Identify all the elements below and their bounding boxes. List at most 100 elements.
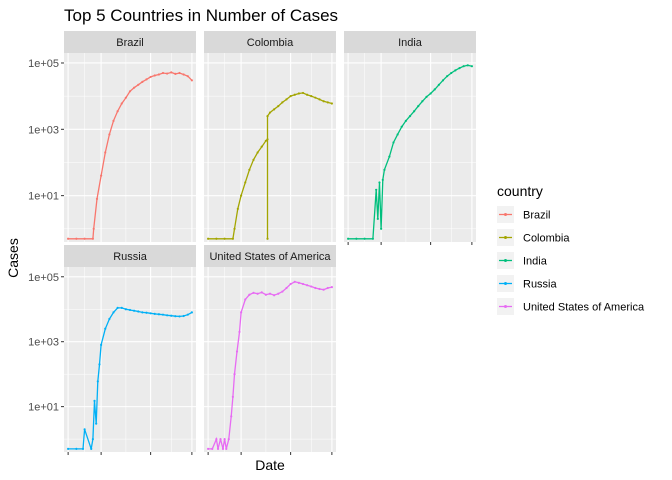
data-point: [116, 110, 119, 113]
data-point: [95, 422, 98, 425]
data-point: [433, 88, 436, 91]
facet-panel-brazil: Brazil 1e+01 1e+03 1e+05: [28, 31, 196, 242]
data-point: [248, 293, 251, 296]
data-point: [161, 313, 165, 316]
facet-panel-united-states-of-america: United States of America: [204, 245, 336, 455]
data-point: [149, 312, 152, 315]
data-point: [256, 292, 259, 295]
data-point: [81, 447, 85, 450]
legend-item-brazil: Brazil: [497, 206, 551, 223]
data-point: [174, 315, 177, 318]
data-point: [264, 293, 267, 296]
data-point: [238, 330, 241, 334]
data-point: [425, 95, 428, 98]
legend-label: Brazil: [523, 210, 551, 222]
data-point: [153, 74, 156, 77]
data-point: [314, 286, 317, 290]
data-point: [108, 317, 111, 321]
y-tick-label: 1e+05: [28, 272, 59, 284]
data-point: [215, 237, 218, 240]
data-point: [450, 71, 453, 75]
data-point: [268, 292, 272, 295]
data-point: [223, 437, 226, 441]
data-point: [330, 102, 333, 105]
data-point: [277, 292, 280, 295]
data-point: [174, 72, 177, 75]
data-point: [454, 69, 457, 72]
data-point: [268, 111, 272, 114]
facet-strip: [204, 245, 336, 267]
data-point: [211, 447, 214, 450]
panel-background: [204, 53, 336, 242]
data-point: [153, 312, 156, 315]
data-point: [381, 178, 384, 181]
data-point: [141, 80, 144, 83]
data-point: [400, 125, 403, 128]
data-point: [178, 315, 181, 318]
data-point: [170, 71, 173, 74]
data-point: [376, 217, 379, 220]
data-point: [67, 237, 70, 240]
facet-strip: [204, 31, 336, 53]
data-point: [91, 237, 94, 240]
data-point: [186, 75, 189, 78]
facet-strip: [344, 31, 476, 53]
data-point: [227, 437, 230, 441]
y-axis-title: Cases: [5, 238, 21, 278]
data-point: [83, 237, 86, 240]
data-point: [104, 327, 107, 330]
y-tick-label: 1e+03: [28, 124, 59, 136]
data-point: [190, 79, 193, 82]
data-point: [98, 363, 101, 366]
data-point: [413, 110, 416, 113]
data-point: [281, 101, 284, 104]
data-point: [120, 306, 123, 309]
data-point: [248, 168, 251, 171]
x-axis-title: Date: [255, 457, 285, 473]
data-point: [112, 119, 115, 122]
data-point: [260, 291, 263, 294]
data-point: [388, 155, 391, 158]
legend-label: India: [523, 256, 548, 268]
facet-strip-label: India: [398, 37, 423, 49]
data-point: [429, 92, 432, 95]
data-point: [236, 207, 239, 210]
data-point: [161, 71, 165, 75]
data-point: [252, 158, 255, 161]
facet-strip-label: Colombia: [247, 37, 294, 49]
legend-key-point: [504, 305, 507, 308]
panel-background: [344, 53, 476, 242]
data-point: [314, 96, 317, 99]
data-point: [421, 100, 424, 103]
data-point: [277, 105, 280, 108]
data-point: [392, 141, 395, 144]
data-point: [466, 64, 469, 67]
data-point: [124, 308, 127, 311]
data-point: [306, 93, 309, 96]
data-point: [231, 237, 234, 240]
legend: country Brazil Colombia India Russia United …: [497, 183, 645, 315]
data-point: [417, 105, 420, 108]
data-point: [293, 93, 296, 96]
data-point: [128, 90, 132, 93]
facet-strip-label: Brazil: [116, 37, 144, 49]
legend-item-russia: Russia: [497, 275, 558, 292]
data-point: [92, 227, 95, 230]
data-point: [285, 98, 288, 101]
data-point: [225, 447, 228, 450]
data-point: [252, 291, 255, 294]
data-point: [108, 133, 111, 136]
data-point: [289, 282, 292, 286]
legend-label: Russia: [523, 279, 558, 291]
data-point: [256, 151, 259, 154]
legend-item-india: India: [497, 252, 548, 269]
data-point: [75, 237, 78, 240]
data-point: [437, 83, 440, 86]
data-point: [301, 282, 305, 286]
data-point: [100, 343, 103, 346]
data-point: [233, 227, 236, 230]
legend-label: United States of America: [523, 302, 645, 314]
facet-strip-label: Russia: [113, 251, 148, 263]
data-point: [310, 95, 313, 98]
data-point: [149, 75, 152, 79]
